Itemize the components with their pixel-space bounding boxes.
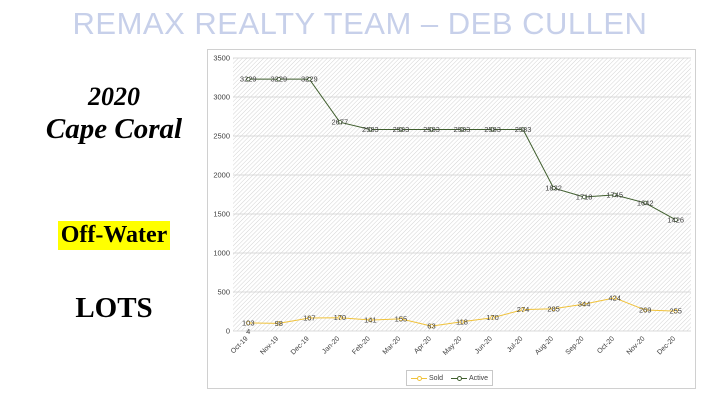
data-label-active: 1426 (667, 215, 684, 224)
x-tick-label: Nov-20 (626, 335, 647, 356)
x-tick-label: Jun-20 (474, 335, 494, 355)
y-tick-label: 1500 (213, 210, 230, 219)
data-point-active (673, 217, 678, 222)
data-label-active: 2583 (515, 125, 532, 134)
data-point-active (398, 127, 404, 132)
data-label-sold: 285 (547, 304, 560, 313)
data-label-sold: 170 (486, 313, 499, 322)
data-label-active: 3229 (301, 75, 318, 84)
data-point-active (337, 119, 343, 125)
data-label-sold: 63 (427, 322, 435, 331)
chart-area: 0 500 1000 1500 2000 2500 3000 3500 Oct-19 Nov-19… (207, 49, 696, 389)
legend-label-active: Active (469, 374, 489, 382)
data-point-sold (398, 316, 404, 322)
data-point-active (490, 127, 495, 132)
data-point-sold (643, 307, 648, 313)
data-point-active (307, 76, 312, 82)
data-label-active: 2583 (393, 125, 410, 134)
legend-label-sold: Sold (429, 374, 444, 382)
year-label: 2020 (88, 82, 140, 111)
data-point-sold (581, 301, 587, 307)
x-tick-label: Jan-20 (321, 335, 341, 355)
x-tick-label: May-20 (442, 335, 464, 357)
data-point-active (276, 76, 281, 82)
data-point-active (581, 194, 587, 200)
y-tick-label: 500 (217, 288, 230, 297)
data-point-sold (246, 320, 251, 326)
data-point-active (459, 127, 465, 132)
data-label-active: 1642 (637, 198, 654, 207)
data-label-active: 2583 (423, 125, 440, 134)
data-point-active (520, 127, 526, 132)
y-tick-label: 2500 (213, 132, 230, 141)
data-point-active (551, 185, 556, 191)
data-label-active: 2583 (454, 125, 471, 134)
data-label-sold: 98 (275, 319, 283, 328)
legend-swatch-sold (411, 374, 427, 382)
data-label-active: 1745 (606, 190, 623, 199)
data-label-active: 1718 (576, 192, 593, 201)
data-point-sold (337, 315, 343, 320)
y-tick-label: 0 (226, 327, 230, 336)
data-point-sold (276, 321, 281, 326)
data-label-sold: 344 (578, 300, 591, 309)
y-tick-label: 3000 (213, 93, 230, 102)
data-point-sold (673, 308, 678, 314)
data-point-sold (429, 323, 434, 329)
data-label-sold: 170 (334, 313, 347, 322)
data-point-sold (490, 315, 495, 320)
x-tick-label: Nov-19 (259, 335, 280, 356)
data-label-active: 3229 (270, 75, 287, 84)
data-point-active (612, 192, 617, 198)
data-label-extra: 4 (246, 327, 250, 336)
legend-item-sold: Sold (411, 374, 443, 382)
x-tick-label: Oct-19 (230, 335, 250, 355)
lots-label: LOTS (75, 292, 153, 324)
data-label-active: 2677 (332, 118, 349, 127)
data-label-active: 2583 (484, 125, 501, 134)
data-point-active (643, 200, 648, 206)
line-chart: 0 500 1000 1500 2000 2500 3000 3500 Oct-19 Nov-19… (213, 54, 691, 357)
x-tick-label: Dec-19 (290, 335, 311, 356)
data-label-sold: 424 (608, 293, 621, 302)
data-point-sold (612, 295, 617, 301)
data-label-active: 2583 (362, 125, 379, 134)
data-point-sold (459, 319, 465, 324)
data-label-active: 3229 (240, 75, 257, 84)
data-point-sold (307, 315, 312, 321)
data-point-sold (520, 307, 526, 312)
x-tick-label: Aug-20 (534, 335, 555, 356)
legend-swatch-active (451, 374, 468, 382)
chart-legend: Sold Active (406, 370, 494, 386)
x-tick-label: Feb-20 (351, 335, 372, 356)
off-water-tag: Off-Water (57, 221, 171, 250)
legend-item-active: Active (451, 374, 488, 382)
data-label-sold: 103 (242, 318, 255, 327)
x-tick-label: Dec-20 (656, 335, 677, 356)
data-label-sold: 255 (669, 307, 682, 316)
data-label-sold: 167 (303, 313, 316, 322)
x-tick-label: Mar-20 (382, 335, 403, 356)
data-point-sold (368, 317, 373, 323)
x-tick-label: Oct-20 (596, 335, 616, 355)
data-point-active (246, 76, 251, 82)
data-point-active (368, 127, 373, 132)
tag-container: Off-Water (0, 221, 228, 250)
data-label-sold: 118 (456, 317, 468, 326)
data-label-sold: 269 (639, 306, 652, 315)
y-tick-label: 2000 (213, 171, 230, 180)
y-tick-label: 1000 (213, 249, 230, 258)
banner-title: REMAX REALTY TEAM – DEB CULLEN (72, 6, 648, 41)
data-point-active (429, 127, 434, 132)
x-tick-label: Apr-20 (413, 335, 433, 355)
y-tick-label: 3500 (213, 54, 230, 63)
data-label-sold: 141 (364, 316, 377, 325)
data-label-active: 1832 (545, 184, 562, 193)
x-tick-label: Sep-20 (565, 335, 586, 356)
city-label: Cape Coral (45, 113, 183, 145)
data-label-sold: 274 (517, 305, 530, 314)
data-point-sold (551, 306, 556, 311)
x-tick-label: Jul-20 (506, 335, 525, 354)
data-label-sold: 155 (395, 314, 408, 323)
